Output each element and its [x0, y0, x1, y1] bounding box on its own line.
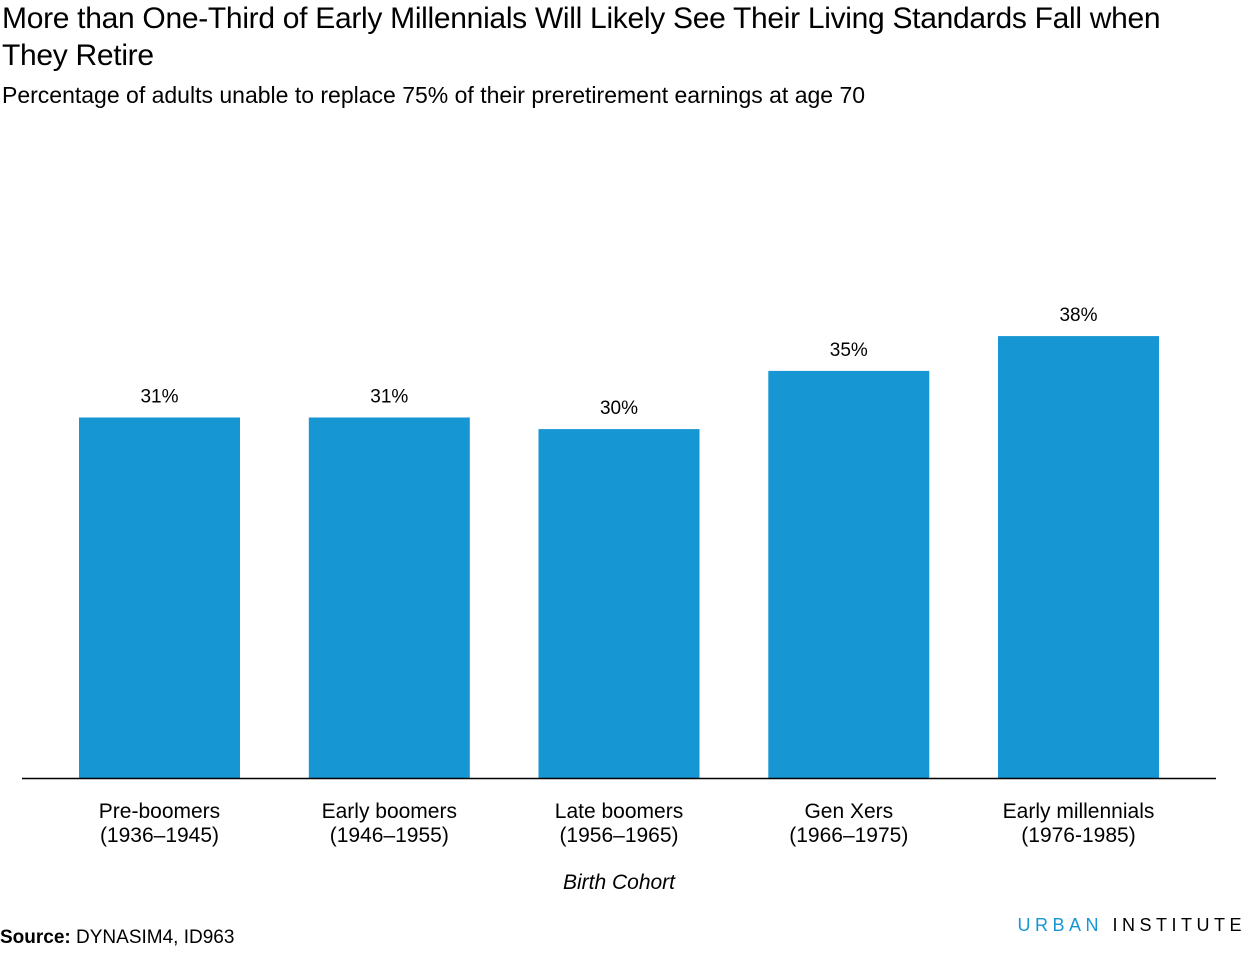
x-tick-label-1-line-2: (1936–1945)	[100, 824, 219, 847]
x-tick-label-4-line-2: (1966–1975)	[789, 824, 908, 847]
x-axis-title: Birth Cohort	[562, 871, 676, 894]
x-tick-label-2-line-2: (1946–1955)	[330, 824, 449, 847]
x-tick-label-3-line-1: Late boomers	[555, 800, 683, 823]
bar-2	[308, 417, 470, 778]
source-label: Source:	[0, 927, 71, 948]
urban-institute-logo: URBAN INSTITUTE	[1017, 915, 1246, 936]
data-label-5: 38%	[1059, 305, 1097, 326]
brand-institute: INSTITUTE	[1112, 915, 1246, 935]
chart-title: More than One-Third of Early Millennials…	[2, 2, 1161, 72]
brand-urban: URBAN	[1017, 915, 1103, 935]
x-tick-label-5-line-1: Early millennials	[1003, 800, 1155, 823]
data-label-3: 30%	[600, 398, 638, 419]
bar-5	[998, 336, 1159, 778]
x-tick-label-3-line-2: (1956–1965)	[559, 824, 678, 847]
bar-1	[79, 417, 240, 778]
data-label-4: 35%	[830, 340, 868, 361]
x-tick-label-2-line-1: Early boomers	[322, 800, 457, 823]
chart-subtitle: Percentage of adults unable to replace 7…	[2, 82, 866, 108]
bar-3	[538, 429, 700, 778]
source-note: Source: DYNASIM4, ID963	[0, 927, 234, 949]
data-label-1: 31%	[140, 387, 178, 408]
data-label-2: 31%	[370, 387, 408, 408]
x-tick-label-4-line-1: Gen Xers	[804, 800, 893, 823]
x-tick-label-5-line-2: (1976-1985)	[1021, 824, 1135, 847]
x-tick-label-1-line-1: Pre-boomers	[99, 800, 220, 823]
source-text: DYNASIM4, ID963	[76, 927, 235, 948]
bar-4	[768, 370, 930, 778]
